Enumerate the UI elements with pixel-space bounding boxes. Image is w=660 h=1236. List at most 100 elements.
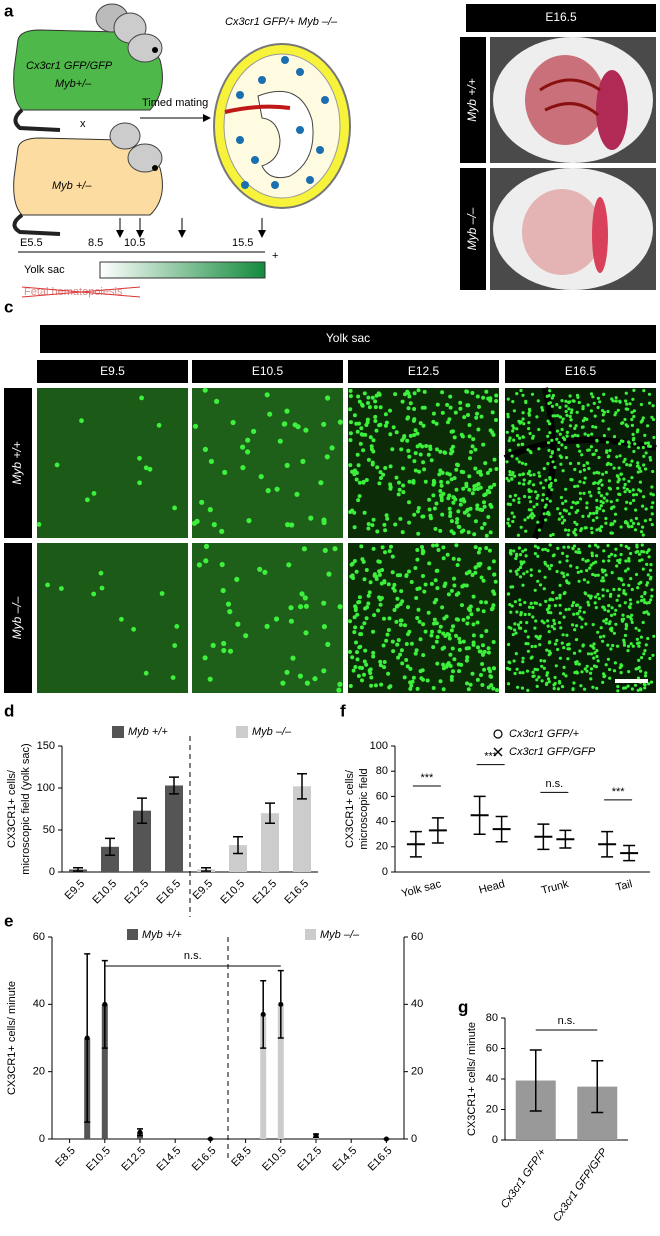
cell-spot [312, 676, 318, 682]
cell-spot [383, 423, 388, 428]
cell-spot [456, 617, 460, 622]
cell-spot [618, 666, 622, 670]
cell-spot [648, 455, 652, 460]
cell-spot [481, 643, 485, 648]
y-tick-label: 0 [39, 1133, 45, 1145]
cell-spot [617, 466, 621, 470]
cell-spot [470, 573, 475, 577]
cell-spot [547, 441, 551, 445]
cell-spot [513, 493, 518, 497]
cell-spot [470, 444, 475, 449]
cell-spot [644, 643, 648, 647]
cell-spot [336, 687, 342, 693]
cell-spot [649, 563, 653, 567]
cell-spot [648, 656, 652, 661]
cell-spot [423, 479, 428, 484]
cell-spot [373, 419, 378, 423]
cell-spot [476, 607, 480, 612]
cell-spot [643, 433, 647, 437]
x-tick-label: E16.5 [190, 1145, 219, 1174]
cell-spot [649, 680, 654, 684]
cell-spot [219, 528, 225, 535]
cell-spot [544, 478, 548, 482]
cell-spot [605, 449, 609, 453]
bar [101, 846, 119, 872]
cell-spot [462, 583, 466, 588]
cell-spot [636, 600, 640, 604]
cell-spot [446, 592, 451, 597]
cell-spot [623, 521, 628, 525]
cell-spot [586, 461, 590, 465]
cell-spot [544, 599, 548, 604]
cell-spot [377, 572, 382, 577]
cell-spot [366, 395, 371, 400]
y-tick-label: 20 [33, 1066, 45, 1078]
cell-spot [583, 476, 587, 480]
cell-spot [516, 568, 520, 572]
cell-spot [553, 675, 557, 680]
cell-spot [585, 669, 589, 673]
cell-spot [530, 392, 535, 396]
cell-spot [574, 424, 578, 428]
cell-spot [453, 497, 458, 502]
bar [229, 845, 247, 872]
cell-spot [413, 428, 418, 433]
cell-spot [359, 632, 364, 637]
cell-spot [457, 636, 462, 641]
cell-spot [427, 561, 432, 566]
cell-spot [615, 598, 619, 602]
cell-spot [377, 481, 382, 486]
cell-spot [379, 682, 384, 687]
cell-spot [541, 493, 545, 497]
cell-spot [446, 420, 450, 425]
cell-spot [643, 686, 647, 690]
cell-spot [567, 512, 572, 516]
cell-spot [607, 427, 611, 431]
significance-label: n.s. [546, 778, 564, 790]
cell-spot [45, 582, 50, 588]
cell-spot [472, 532, 477, 537]
cell-spot [565, 434, 569, 438]
cell-spot [444, 614, 449, 619]
legend-label: Myb +/+ [142, 929, 182, 941]
cell-spot [531, 483, 536, 487]
cell-spot [437, 629, 442, 634]
cell-spot [441, 556, 446, 561]
cell-spot [591, 395, 595, 399]
cell-spot [583, 667, 587, 671]
cell-spot [507, 439, 511, 443]
cell-spot [604, 521, 608, 525]
cell-spot [623, 417, 627, 422]
cell-spot [367, 405, 372, 410]
cell-spot [98, 570, 104, 576]
cell-spot [484, 600, 488, 605]
x-tick-label: E9.5 [63, 878, 87, 902]
cell-spot [635, 545, 639, 549]
cell-spot [512, 409, 517, 413]
cell-spot [630, 620, 634, 625]
cell-spot [534, 619, 538, 623]
cell-spot [438, 528, 443, 533]
cell-spot [448, 652, 453, 657]
cell-spot [577, 547, 581, 551]
cell-spot [492, 572, 497, 577]
cell-spot [466, 513, 471, 518]
cell-spot [629, 642, 633, 646]
cell-spot [449, 477, 454, 482]
cell-spot [508, 551, 512, 555]
cell-spot [650, 523, 654, 527]
cell-spot [429, 581, 434, 586]
panel-label: d [4, 701, 14, 720]
cell-spot [650, 505, 654, 509]
cell-spot [570, 505, 574, 510]
cell-spot [651, 469, 655, 474]
cell-spot [227, 609, 233, 615]
cell-spot [284, 669, 290, 675]
cell-spot [393, 522, 398, 527]
cell-spot [321, 600, 327, 606]
cell-spot [581, 643, 585, 647]
timeline-label: 8.5 [88, 237, 103, 249]
cell-spot [578, 649, 582, 653]
cell-spot [625, 402, 629, 406]
cell-spot [568, 461, 573, 466]
